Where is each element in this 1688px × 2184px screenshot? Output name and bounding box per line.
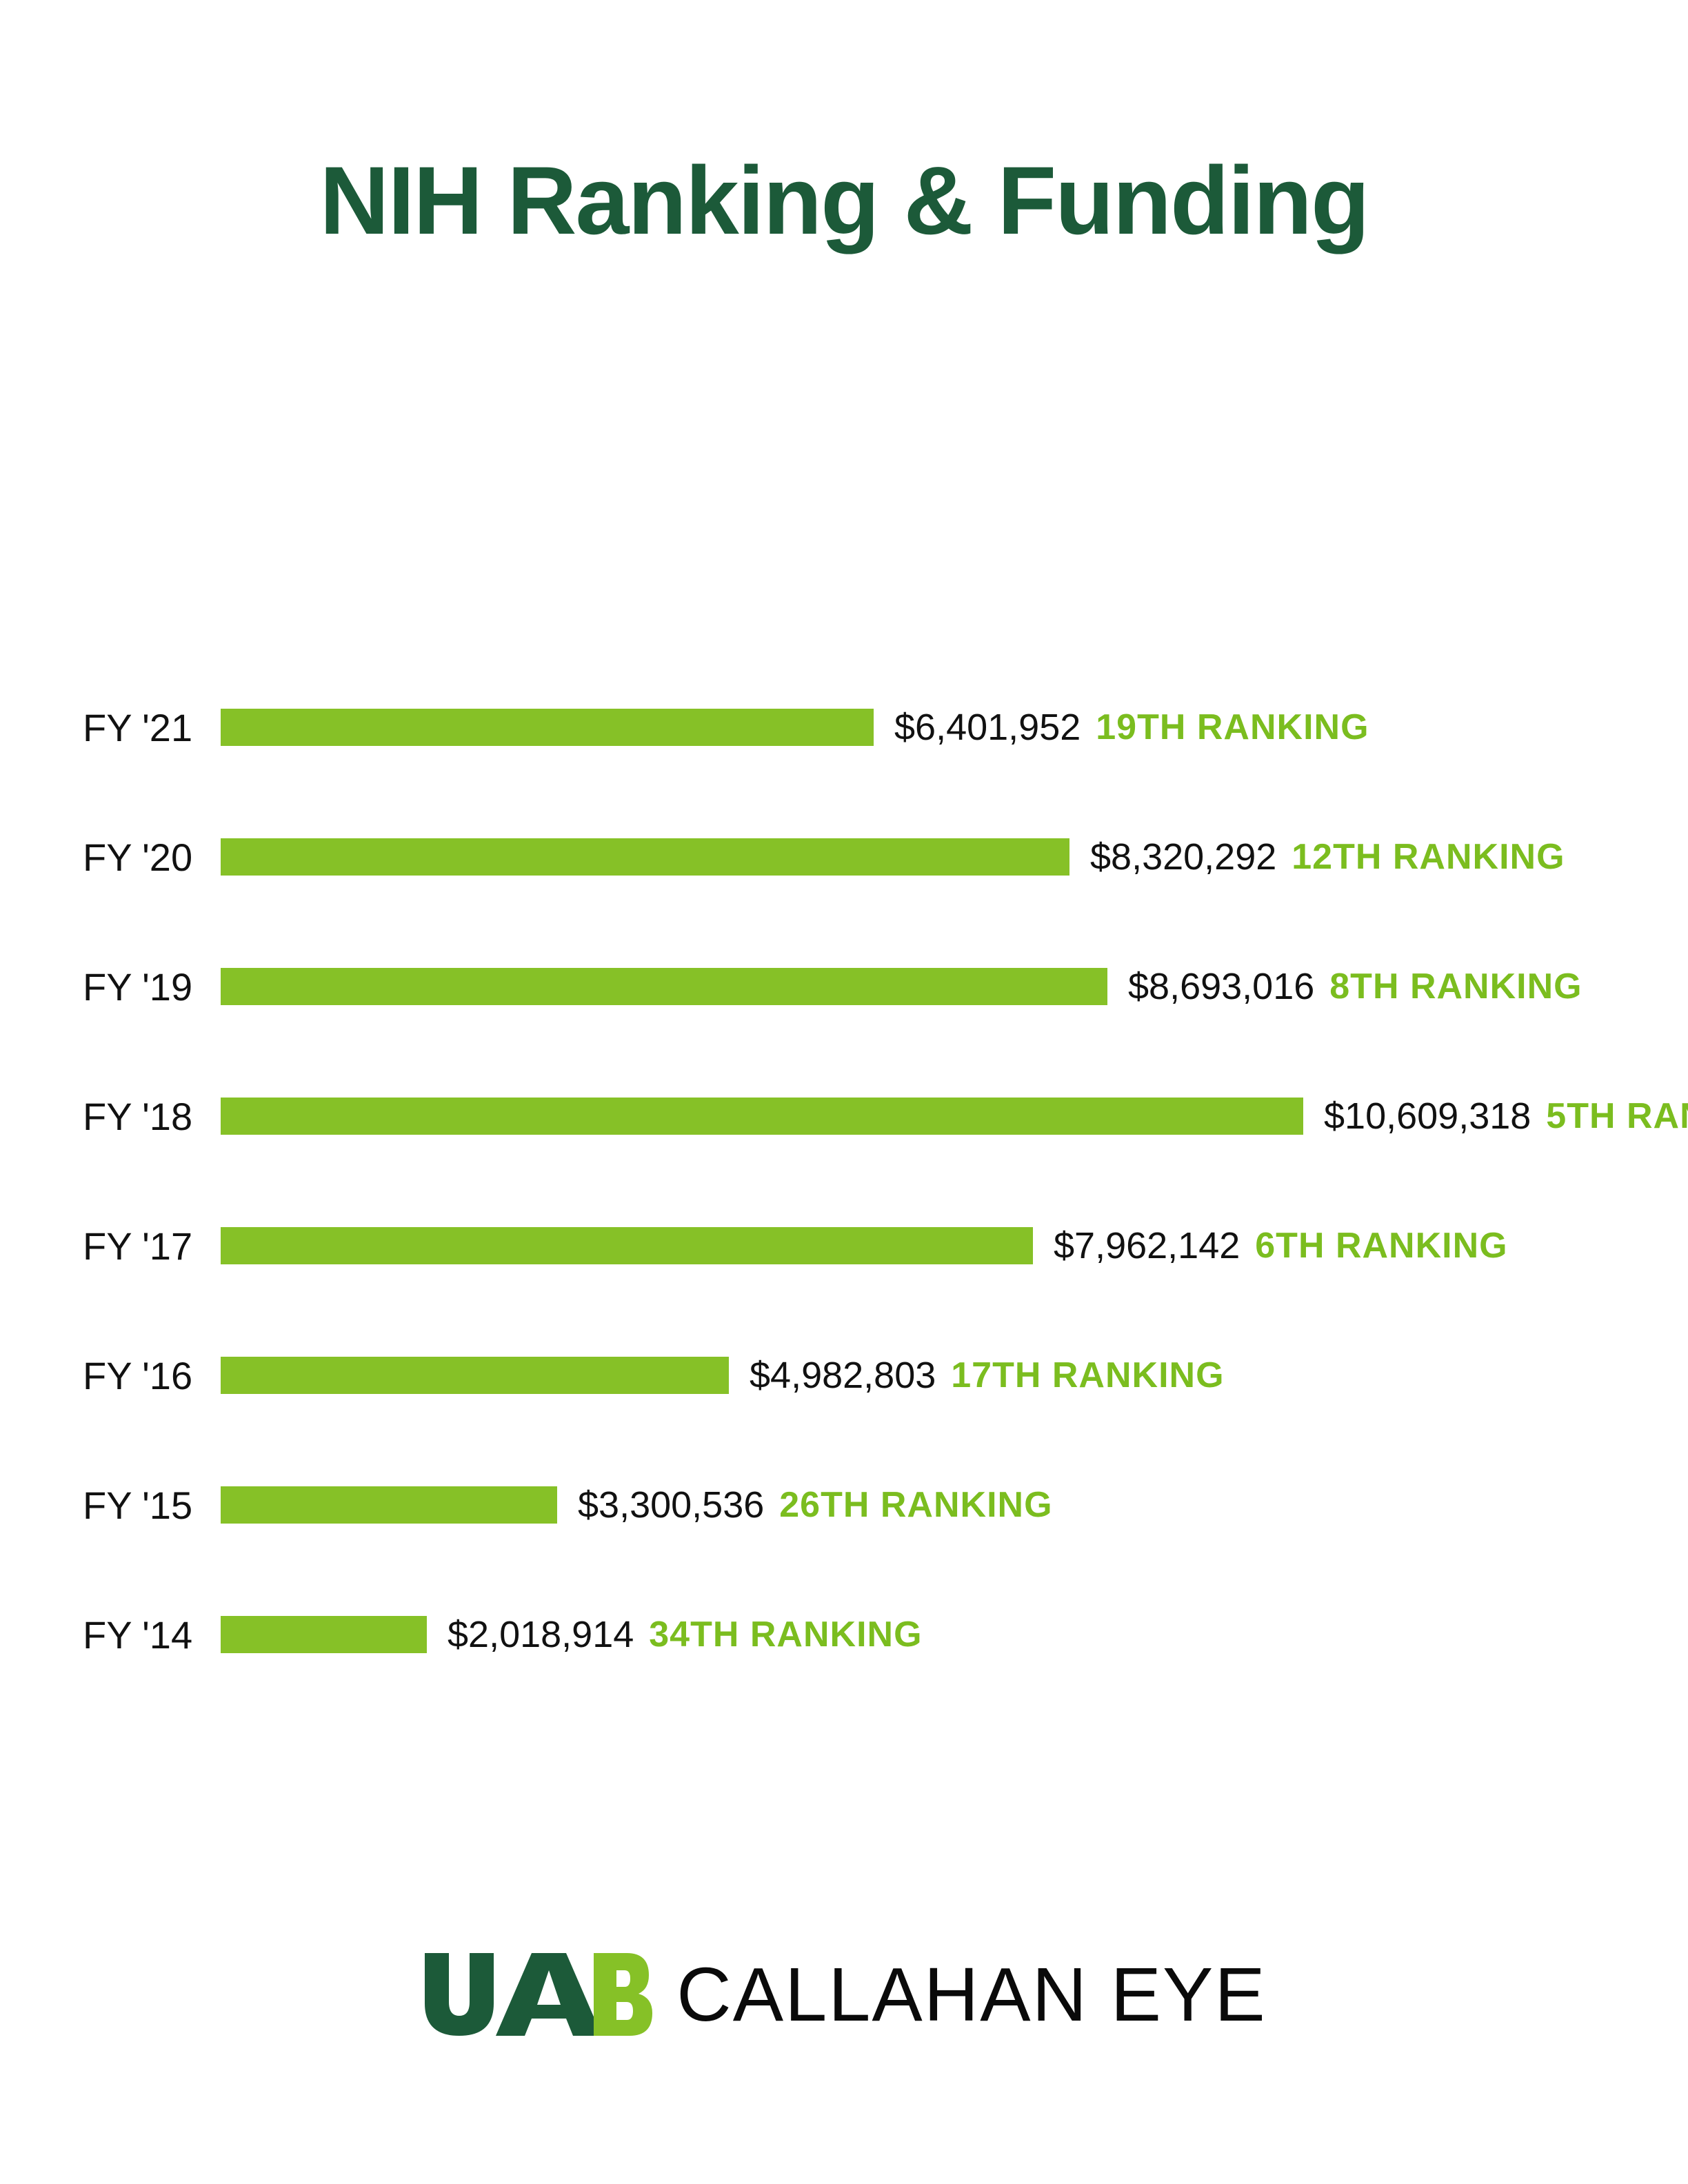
year-label: FY '18: [83, 1094, 221, 1139]
ranking-label: 34TH RANKING: [649, 1614, 922, 1655]
footer-brand-text: CALLAHAN EYE: [676, 1951, 1266, 2039]
funding-amount: $3,300,536: [578, 1484, 764, 1526]
funding-bar: [221, 838, 1069, 876]
funding-amount: $10,609,318: [1324, 1095, 1531, 1138]
ranking-label: 17TH RANKING: [951, 1355, 1224, 1396]
funding-bar: [221, 709, 874, 746]
ranking-label: 5TH RANKING: [1546, 1095, 1688, 1137]
ranking-label: 26TH RANKING: [779, 1484, 1052, 1526]
funding-amount: $8,693,016: [1128, 965, 1314, 1008]
year-label: FY '17: [83, 1224, 221, 1268]
funding-bar: [221, 968, 1107, 1005]
year-label: FY '21: [83, 705, 221, 750]
year-label: FY '14: [83, 1612, 221, 1657]
funding-amount: $4,982,803: [750, 1354, 936, 1397]
bar-row: FY '14 $2,018,914 34TH RANKING: [83, 1610, 1647, 1659]
bar-row: FY '21 $6,401,952 19TH RANKING: [83, 703, 1647, 751]
year-label: FY '16: [83, 1353, 221, 1398]
funding-bar: [221, 1616, 427, 1653]
ranking-label: 19TH RANKING: [1096, 707, 1369, 748]
funding-bar: [221, 1227, 1033, 1264]
ranking-label: 6TH RANKING: [1255, 1225, 1507, 1266]
footer-logo-block: CALLAHAN EYE: [0, 1950, 1688, 2039]
year-label: FY '19: [83, 964, 221, 1009]
ranking-label: 8TH RANKING: [1329, 966, 1582, 1007]
bar-row: FY '20 $8,320,292 12TH RANKING: [83, 833, 1647, 881]
page-title: NIH Ranking & Funding: [0, 145, 1688, 256]
bar-row: FY '17 $7,962,142 6TH RANKING: [83, 1222, 1647, 1270]
funding-amount: $2,018,914: [448, 1613, 634, 1656]
funding-amount: $8,320,292: [1090, 836, 1276, 878]
funding-bar-chart: FY '21 $6,401,952 19TH RANKING FY '20 $8,320…: [83, 703, 1647, 1740]
funding-bar: [221, 1357, 729, 1394]
year-label: FY '15: [83, 1483, 221, 1528]
ranking-label: 12TH RANKING: [1292, 836, 1565, 878]
bar-row: FY '18$10,609,3185TH RANKING: [83, 1092, 1647, 1140]
funding-amount: $6,401,952: [894, 706, 1081, 749]
funding-amount: $7,962,142: [1054, 1224, 1240, 1267]
bar-row: FY '15 $3,300,536 26TH RANKING: [83, 1481, 1647, 1529]
uab-logo-icon: [421, 1950, 656, 2039]
year-label: FY '20: [83, 835, 221, 880]
funding-bar: [221, 1098, 1303, 1135]
bar-row: FY '16 $4,982,803 17TH RANKING: [83, 1351, 1647, 1399]
bar-row: FY '19 $8,693,016 8TH RANKING: [83, 962, 1647, 1011]
funding-bar: [221, 1486, 557, 1524]
